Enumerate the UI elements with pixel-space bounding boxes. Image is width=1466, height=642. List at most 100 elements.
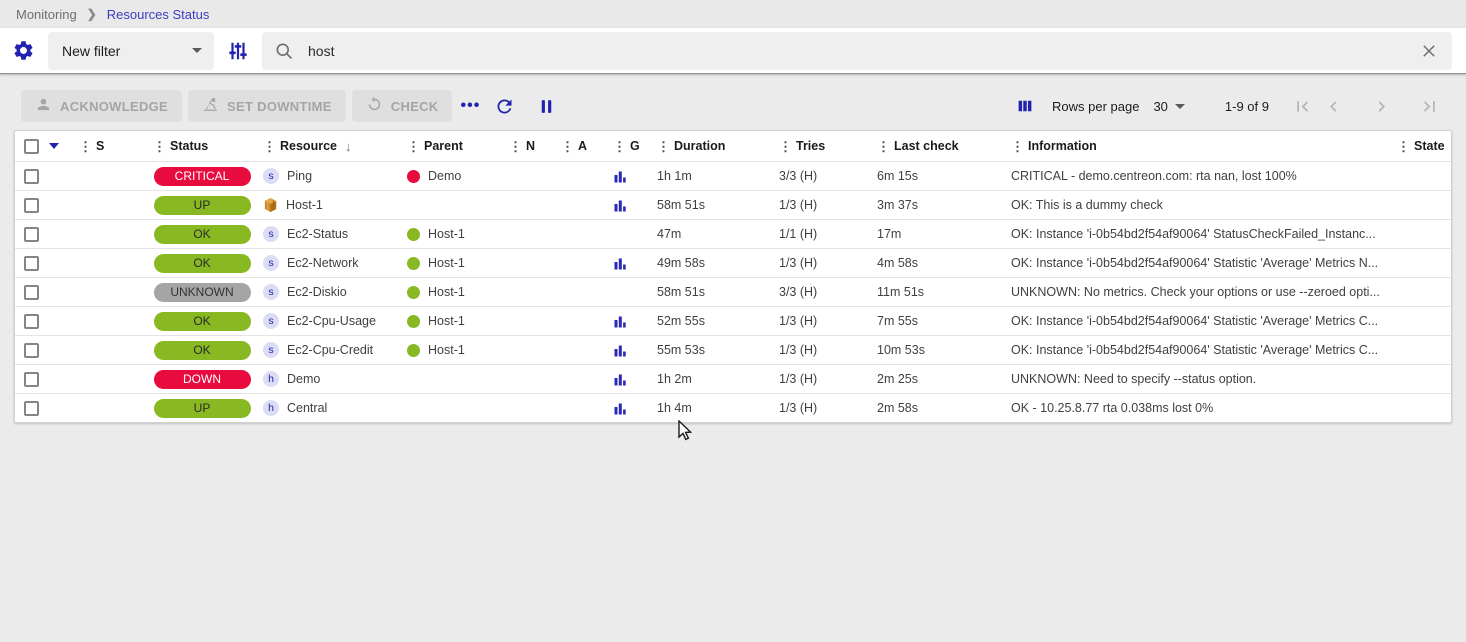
graph-icon[interactable] (613, 256, 628, 271)
last-page-icon[interactable] (1419, 96, 1440, 117)
previous-page-icon[interactable] (1323, 96, 1344, 117)
drag-indicator-icon[interactable]: ⋮ (263, 138, 276, 154)
parent-name[interactable]: Host-1 (428, 343, 465, 357)
tries-cell: 1/3 (H) (779, 198, 818, 212)
column-header-information[interactable]: ⋮ Information (1011, 138, 1097, 154)
graph-icon[interactable] (613, 314, 628, 329)
column-header-parent[interactable]: ⋮ Parent (407, 138, 463, 154)
drag-indicator-icon[interactable]: ⋮ (561, 138, 574, 154)
advanced-filters-tune-icon[interactable] (227, 40, 249, 62)
table-row[interactable]: OK s Ec2-Cpu-Credit Host-1 (15, 335, 1451, 364)
duration-cell: 55m 53s (657, 343, 705, 357)
table-row[interactable]: DOWN h Demo (15, 364, 1451, 393)
pause-autorefresh-icon[interactable] (537, 97, 556, 116)
graph-icon[interactable] (613, 169, 628, 184)
refresh-icon[interactable] (494, 96, 515, 117)
table-row[interactable]: UP h Central (15, 393, 1451, 422)
set-downtime-button[interactable]: SET DOWNTIME (188, 90, 346, 122)
parent-name[interactable]: Host-1 (428, 227, 465, 241)
select-all-checkbox[interactable] (23, 138, 39, 154)
sort-desc-icon[interactable]: ↓ (344, 138, 352, 154)
column-header-status[interactable]: ⋮ Status (153, 138, 209, 154)
filter-settings-gear-icon[interactable] (12, 39, 35, 62)
search-input[interactable]: host (262, 31, 1452, 70)
drag-indicator-icon[interactable]: ⋮ (1397, 138, 1410, 154)
breadcrumb-page[interactable]: Resources Status (106, 6, 210, 22)
drag-indicator-icon[interactable]: ⋮ (79, 138, 92, 154)
more-actions-button[interactable]: ••• (460, 97, 481, 114)
column-header-severity[interactable]: ⋮ S (79, 138, 105, 154)
column-header-action[interactable]: ⋮ A (561, 138, 588, 154)
drag-indicator-icon[interactable]: ⋮ (613, 138, 626, 154)
rows-per-page-select[interactable]: 30 (1153, 99, 1185, 114)
graph-icon[interactable] (613, 343, 628, 358)
drag-indicator-icon[interactable]: ⋮ (1011, 138, 1024, 154)
drag-indicator-icon[interactable]: ⋮ (877, 138, 890, 154)
table-row[interactable]: UP Host-1 (15, 190, 1451, 219)
row-checkbox[interactable] (23, 255, 39, 271)
last-check-cell: 2m 58s (877, 401, 918, 415)
resource-name[interactable]: Ec2-Cpu-Credit (287, 343, 374, 357)
row-checkbox[interactable] (23, 197, 39, 213)
parent-name[interactable]: Host-1 (428, 314, 465, 328)
resource-name[interactable]: Ping (287, 169, 313, 183)
table-row[interactable]: UNKNOWN s Ec2-Diskio Host-1 (15, 277, 1451, 306)
last-check-cell: 3m 37s (877, 198, 918, 212)
duration-cell: 52m 55s (657, 314, 705, 328)
first-page-icon[interactable] (1292, 96, 1313, 117)
graph-icon[interactable] (613, 401, 628, 416)
table-row[interactable]: OK s Ec2-Cpu-Usage Host-1 (15, 306, 1451, 335)
search-value[interactable]: host (308, 42, 335, 59)
clear-search-icon[interactable] (1420, 42, 1438, 60)
graph-icon[interactable] (613, 198, 628, 213)
information-cell: OK: Instance 'i-0b54bd2f54af90064' Stati… (1011, 343, 1379, 357)
table-row[interactable]: CRITICAL s Ping Demo (15, 161, 1451, 190)
resource-name[interactable]: Ec2-Cpu-Usage (287, 314, 376, 328)
row-checkbox[interactable] (23, 400, 39, 416)
parent-name[interactable]: Demo (428, 169, 462, 183)
graph-icon[interactable] (613, 372, 628, 387)
column-header-notes[interactable]: ⋮ N (509, 138, 536, 154)
resource-name[interactable]: Host-1 (286, 198, 323, 212)
filter-select[interactable]: New filter (48, 31, 214, 70)
row-checkbox[interactable] (23, 371, 39, 387)
column-header-tries[interactable]: ⋮ Tries (779, 138, 826, 154)
select-options-caret-icon[interactable] (49, 143, 59, 149)
row-checkbox[interactable] (23, 284, 39, 300)
status-chip: OK (153, 340, 251, 360)
table-row[interactable]: OK s Ec2-Network Host-1 (15, 248, 1451, 277)
row-checkbox[interactable] (23, 313, 39, 329)
parent-name[interactable]: Host-1 (428, 285, 465, 299)
drag-indicator-icon[interactable]: ⋮ (779, 138, 792, 154)
column-header-graph[interactable]: ⋮ G (613, 138, 640, 154)
resource-name[interactable]: Ec2-Diskio (287, 285, 347, 299)
column-header-state[interactable]: ⋮ State (1397, 138, 1445, 154)
breadcrumb-section[interactable]: Monitoring (16, 6, 77, 22)
resource-name[interactable]: Ec2-Status (287, 227, 349, 241)
drag-indicator-icon[interactable]: ⋮ (657, 138, 670, 154)
severity-cell (73, 336, 147, 364)
table-header-row: ⋮ S ⋮ Status ⋮ Resource ↓ ⋮ Parent ⋮ N ⋮… (15, 131, 1451, 161)
parent-name[interactable]: Host-1 (428, 256, 465, 270)
row-checkbox[interactable] (23, 168, 39, 184)
resource-name[interactable]: Ec2-Network (287, 256, 359, 270)
column-header-duration[interactable]: ⋮ Duration (657, 138, 726, 154)
resource-type-icon: s (263, 226, 279, 242)
column-header-last-check[interactable]: ⋮ Last check (877, 138, 959, 154)
row-checkbox[interactable] (23, 342, 39, 358)
drag-indicator-icon[interactable]: ⋮ (509, 138, 522, 154)
drag-indicator-icon[interactable]: ⋮ (407, 138, 420, 154)
duration-cell: 1h 4m (657, 401, 692, 415)
check-button[interactable]: CHECK (351, 90, 453, 122)
edit-columns-icon[interactable] (1016, 97, 1034, 115)
action-url-cell (555, 278, 607, 306)
resource-type-icon: s (263, 313, 279, 329)
drag-indicator-icon[interactable]: ⋮ (153, 138, 166, 154)
row-checkbox[interactable] (23, 226, 39, 242)
next-page-icon[interactable] (1371, 96, 1392, 117)
column-header-resource[interactable]: ⋮ Resource ↓ (263, 138, 352, 154)
resource-name[interactable]: Demo (287, 372, 321, 386)
table-row[interactable]: OK s Ec2-Status Host-1 (15, 219, 1451, 248)
acknowledge-button[interactable]: ACKNOWLEDGE (21, 90, 183, 122)
resource-name[interactable]: Central (287, 401, 328, 415)
